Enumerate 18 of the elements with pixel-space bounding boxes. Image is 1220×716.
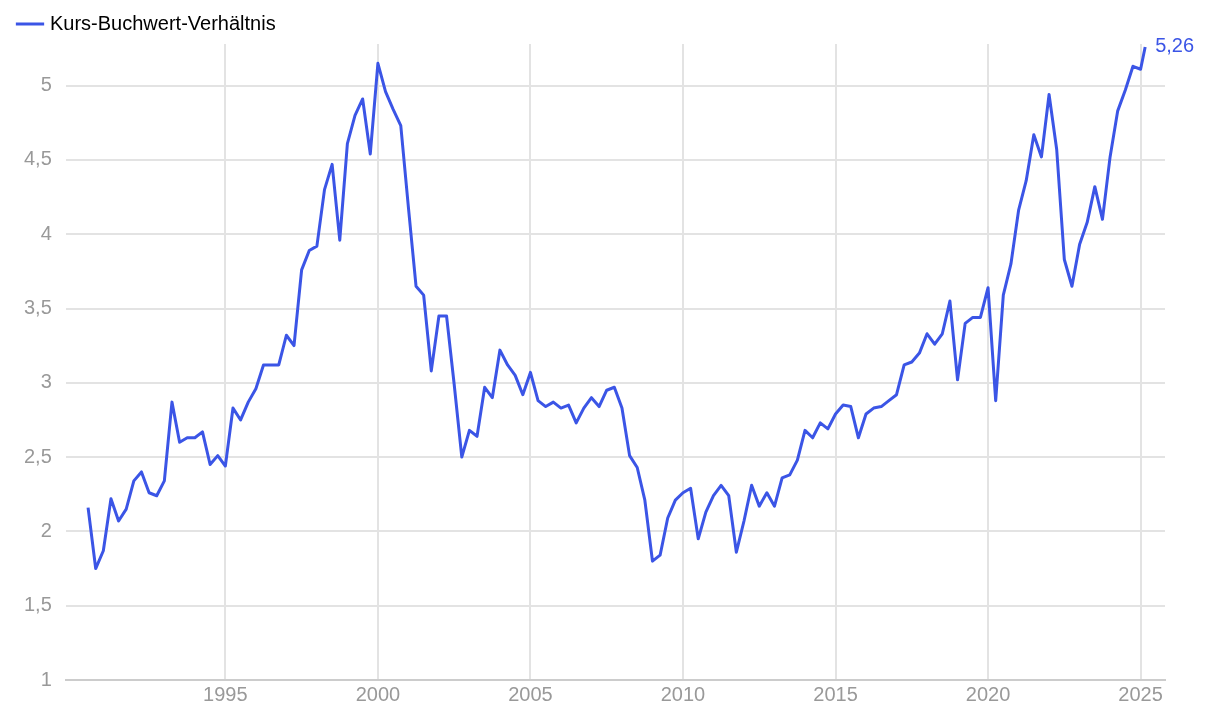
y-tick-label: 3 [40, 370, 52, 393]
y-tick-label: 1,5 [23, 593, 52, 616]
y-tick-label: 2,5 [23, 444, 52, 467]
annotation: 5,26 [1155, 34, 1195, 57]
x-tick-label: 2025 [1118, 682, 1163, 705]
legend-label: Kurs-Buchwert-Verhältnis [50, 11, 276, 34]
x-tick-label: 1995 [203, 682, 248, 705]
x-tick-label: 2005 [508, 682, 553, 705]
y-tick-label: 3,5 [23, 296, 52, 319]
x-tick-label: 2000 [355, 682, 401, 705]
y-tick-label: 2 [40, 518, 52, 541]
x-tick-label: 2015 [813, 682, 858, 705]
y-tick-label: 4 [40, 221, 52, 244]
x-tick-label: 2020 [965, 682, 1011, 705]
y-tick-label: 4,5 [23, 147, 52, 170]
y-tick-label: 5 [40, 73, 52, 96]
y-tick-label: 1 [40, 667, 52, 690]
x-tick-label: 2010 [660, 682, 706, 705]
